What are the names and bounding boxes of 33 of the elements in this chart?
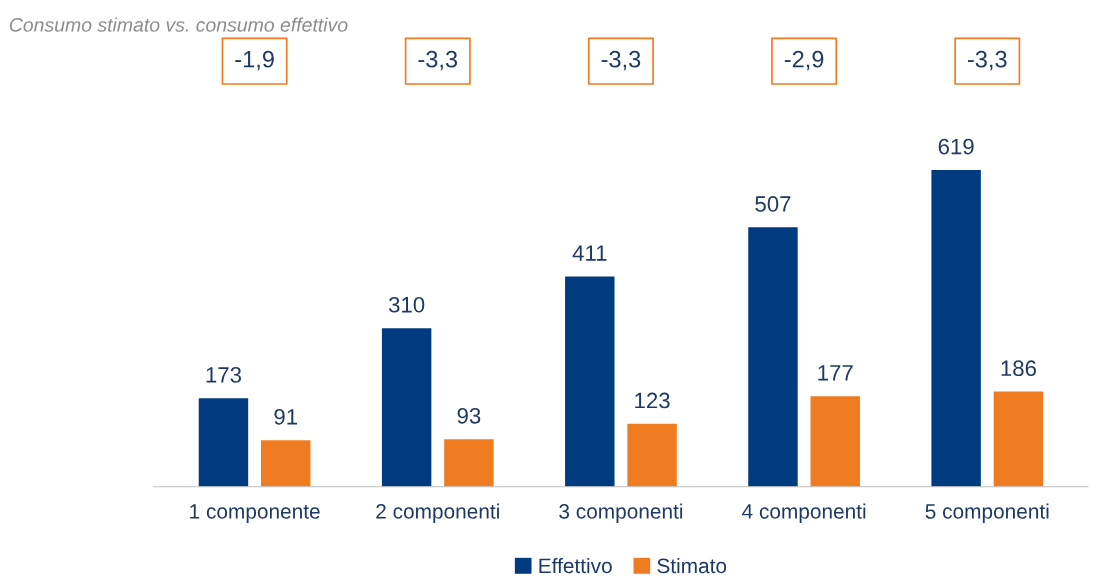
data-label: 123 <box>635 392 670 409</box>
data-label: 91 <box>274 408 298 425</box>
data-label: 507 <box>755 196 791 212</box>
bar <box>993 391 1044 487</box>
text: -3,3 <box>418 50 458 71</box>
data-label: 310 <box>388 296 425 313</box>
data-label: 173 <box>206 367 242 383</box>
bar <box>748 227 798 487</box>
x-tick-label: 3 componenti <box>559 503 683 523</box>
bar <box>444 439 494 487</box>
text: -2,9 <box>784 50 824 71</box>
x-tick-label: 5 componenti <box>925 503 1049 523</box>
bar <box>261 440 311 487</box>
x-tick-label: 2 componenti <box>376 503 499 523</box>
x-tick-label: 4 componenti <box>742 503 866 523</box>
data-label: 186 <box>1001 360 1036 377</box>
bar <box>565 276 615 487</box>
data-label: 177 <box>818 365 853 381</box>
bar <box>627 423 677 487</box>
bar <box>931 169 981 487</box>
data-label: 619 <box>938 138 974 155</box>
text: -3,3 <box>601 50 641 71</box>
text: -3,3 <box>967 50 1007 71</box>
bar <box>381 328 432 487</box>
legend-label: Effettivo <box>539 557 612 574</box>
x-tick-label: 1 componente <box>190 504 320 523</box>
data-label: 93 <box>457 407 481 424</box>
bar <box>810 396 860 487</box>
legend-label: Stimato <box>657 557 727 574</box>
data-label: 411 <box>572 245 607 261</box>
text: Consumo stimato vs. consumo effettivo <box>9 17 348 32</box>
bar <box>198 398 249 487</box>
text: -1,9 <box>235 50 274 71</box>
